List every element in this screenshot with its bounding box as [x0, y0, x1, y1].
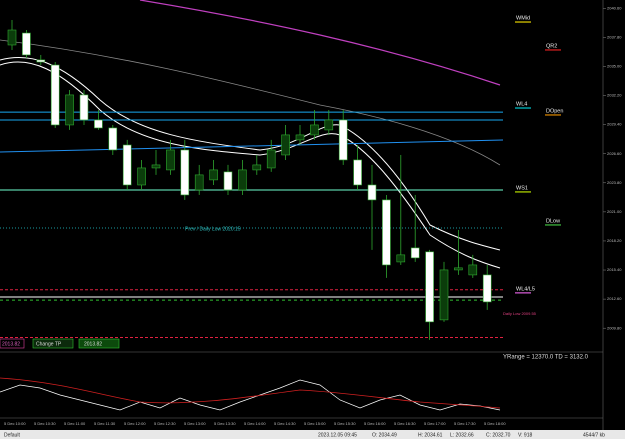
- y-tick-label: 2029.40: [607, 122, 622, 127]
- candle-body: [382, 199, 391, 266]
- candle-body: [50, 64, 60, 126]
- level-label: WL4: [516, 101, 527, 107]
- candle-body: [194, 174, 204, 191]
- y-tick-label: 2015.40: [607, 267, 622, 272]
- x-tick-label: 5 Dec 10:30: [34, 421, 56, 426]
- status-item: O: 2034.49: [372, 432, 397, 438]
- candle-body: [223, 171, 233, 191]
- y-tick-label: 2037.80: [607, 34, 622, 39]
- candle-body: [180, 149, 190, 196]
- candle-body: [396, 254, 406, 263]
- change-tp-button[interactable]: [32, 338, 74, 349]
- x-tick-label: 5 Dec 15:30: [334, 421, 356, 426]
- x-tick-label: 5 Dec 10:00: [4, 421, 26, 426]
- x-tick-label: 5 Dec 11:00: [64, 421, 86, 426]
- candle-body: [137, 167, 146, 186]
- x-tick-label: 5 Dec 13:00: [184, 421, 206, 426]
- annotation: Prev / Daily Low 2020.15: [185, 226, 241, 232]
- y-tick-label: 2026.60: [607, 151, 622, 156]
- candle-body: [108, 127, 118, 151]
- candle-body: [36, 59, 46, 63]
- candle-body: [122, 144, 132, 186]
- level-label: WS1: [516, 185, 528, 191]
- candle-body: [482, 274, 492, 303]
- x-tick-label: 5 Dec 15:00: [304, 421, 326, 426]
- candle-body: [7, 29, 17, 46]
- status-item: H: 2034.61: [418, 432, 443, 438]
- x-tick-label: 5 Dec 17:30: [454, 421, 476, 426]
- price-box-label: 2013.82: [2, 341, 20, 347]
- status-item: 4544/7 kb: [583, 432, 605, 438]
- oscillator-line: [0, 379, 501, 411]
- y-tick-label: 2018.20: [607, 238, 622, 243]
- candle-body: [439, 269, 449, 321]
- price-box: [78, 338, 120, 349]
- y-tick-label: 2040.60: [607, 5, 622, 10]
- status-items: Default 2023.12.05 09:45 O: 2034.49 H: 2034…: [4, 432, 605, 438]
- status-item: V: 918: [518, 432, 532, 438]
- candle-body: [295, 134, 305, 141]
- status-bar: [0, 430, 625, 439]
- range-info: YRange = 12370.0 TD = 3132.0: [503, 355, 589, 361]
- oscillator-signal: [0, 377, 501, 409]
- plot: 2040.60 2037.80 2035.00 2032.20 2029.40 2026.…: [0, 5, 622, 426]
- candle-body: [353, 159, 362, 186]
- x-tick-label: 5 Dec 11:30: [94, 421, 116, 426]
- x-tick-label: 5 Dec 16:00: [364, 421, 386, 426]
- x-tick-label: 5 Dec 12:00: [124, 421, 146, 426]
- x-tick-label: 5 Dec 18:00: [484, 421, 506, 426]
- candle-body: [266, 149, 276, 169]
- x-tick-label: 5 Dec 14:30: [274, 421, 296, 426]
- candle-body: [310, 124, 319, 136]
- price-box-label: 2013.82: [84, 341, 102, 347]
- x-tick-label: 5 Dec 12:30: [154, 421, 176, 426]
- ma-purple: [139, 0, 501, 86]
- level-label: DOpen: [546, 108, 563, 114]
- candle-body: [281, 134, 290, 156]
- candle-body: [425, 251, 434, 323]
- x-tick-label: 5 Dec 14:00: [244, 421, 266, 426]
- level-label: WMid: [516, 15, 530, 21]
- candle-body: [367, 184, 377, 201]
- candle-body: [238, 169, 247, 191]
- ma-grey: [0, 39, 501, 166]
- y-tick-label: 2035.00: [607, 64, 622, 69]
- change-tp-label[interactable]: Change TP: [36, 341, 62, 347]
- y-tick-label: 2012.60: [607, 296, 622, 301]
- candle-body: [468, 264, 478, 276]
- candle-body: [65, 94, 74, 126]
- x-tick-label: 5 Dec 17:00: [424, 421, 446, 426]
- y-tick-label: 2009.80: [607, 325, 622, 330]
- candle-body: [79, 94, 89, 121]
- x-tick-label: 5 Dec 13:30: [214, 421, 236, 426]
- y-tick-label: 2032.20: [607, 93, 622, 98]
- status-item: 2023.12.05 09:45: [318, 432, 357, 438]
- candle-body: [324, 119, 334, 131]
- candle-body: [166, 149, 175, 171]
- level-label: QR2: [546, 43, 557, 49]
- candle-body: [151, 164, 161, 169]
- candle-body: [22, 32, 31, 56]
- level-label: WL4/L5: [516, 286, 535, 292]
- candle-body: [410, 247, 420, 259]
- candle-body: [454, 267, 463, 271]
- level-label: DLow: [546, 218, 560, 224]
- candle-body: [252, 164, 262, 171]
- status-item: L: 2032.66: [450, 432, 474, 438]
- annotation: Daily Low 2009.55: [503, 311, 537, 316]
- price-box: [0, 338, 25, 349]
- y-tick-label: 2023.80: [607, 180, 622, 185]
- y-tick-label: 2021.00: [607, 209, 622, 214]
- status-item: C: 2032.70: [486, 432, 511, 438]
- trend-line: [0, 139, 504, 153]
- x-tick-label: 5 Dec 16:30: [394, 421, 416, 426]
- candle-body: [94, 119, 103, 129]
- candle-body: [338, 119, 348, 161]
- status-item: Default: [4, 432, 20, 438]
- candle-body: [209, 169, 218, 181]
- ma-white-2: [0, 56, 501, 251]
